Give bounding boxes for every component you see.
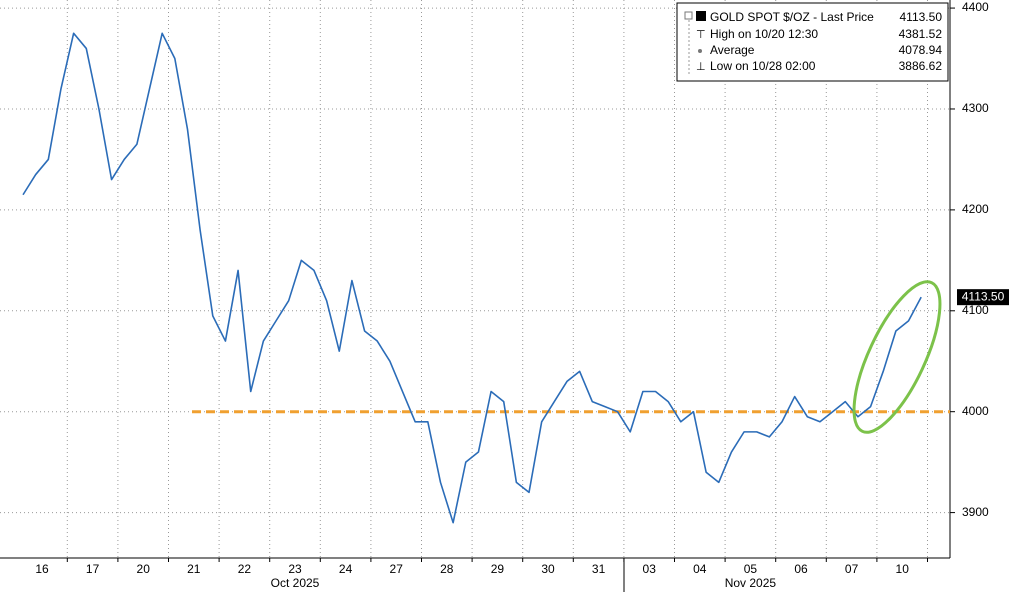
x-tick-label: 04	[693, 562, 707, 576]
x-tick-label: 16	[35, 562, 49, 576]
x-tick-label: 05	[744, 562, 758, 576]
x-tick-label: 07	[845, 562, 859, 576]
y-tick-label: 4100	[962, 303, 989, 317]
legend-label: High on 10/20 12:30	[710, 27, 818, 41]
legend-icon	[684, 11, 693, 20]
y-tick-label: 4200	[962, 202, 989, 216]
last-price-label: 4113.50	[962, 289, 1005, 303]
legend-value: 4078.94	[899, 43, 943, 57]
legend-swatch	[696, 11, 706, 21]
legend: GOLD SPOT $/OZ - Last Price 4113.50 ⊤ Hi…	[676, 2, 949, 82]
legend-label: GOLD SPOT $/OZ - Last Price	[710, 10, 874, 24]
month-label: Oct 2025	[271, 576, 320, 590]
price-line	[22, 32, 922, 524]
plot	[0, 0, 950, 558]
legend-label: Low on 10/28 02:00	[710, 59, 816, 73]
legend-icon: ⊤	[696, 29, 706, 41]
x-tick-label: 30	[541, 562, 555, 576]
legend-icon: ⊥	[696, 61, 706, 73]
x-tick-label: 24	[339, 562, 353, 576]
y-tick-label: 3900	[962, 505, 989, 519]
x-tick-label: 20	[137, 562, 151, 576]
legend-icon	[698, 49, 702, 53]
y-tick-label: 4400	[962, 0, 989, 14]
highlight-ellipse	[852, 280, 942, 434]
legend-value: 4381.52	[899, 27, 943, 41]
last-price-box	[957, 289, 1009, 306]
y-tick-label: 4300	[962, 101, 989, 115]
x-tick-label: 03	[643, 562, 657, 576]
x-tick-label: 21	[187, 562, 201, 576]
x-tick-label: 17	[86, 562, 100, 576]
legend-box	[676, 2, 949, 82]
x-tick-label: 29	[491, 562, 505, 576]
x-tick-label: 31	[592, 562, 606, 576]
x-tick-label: 10	[896, 562, 910, 576]
legend-value: 4113.50	[900, 10, 943, 24]
x-tick-label: 23	[288, 562, 302, 576]
x-tick-label: 06	[794, 562, 808, 576]
y-tick-label: 4000	[962, 404, 989, 418]
legend-value: 3886.62	[899, 59, 943, 73]
x-tick-label: 28	[440, 562, 454, 576]
month-label: Nov 2025	[725, 576, 777, 590]
legend-label: Average	[710, 43, 755, 57]
x-tick-label: 27	[390, 562, 404, 576]
x-tick-label: 22	[238, 562, 252, 576]
